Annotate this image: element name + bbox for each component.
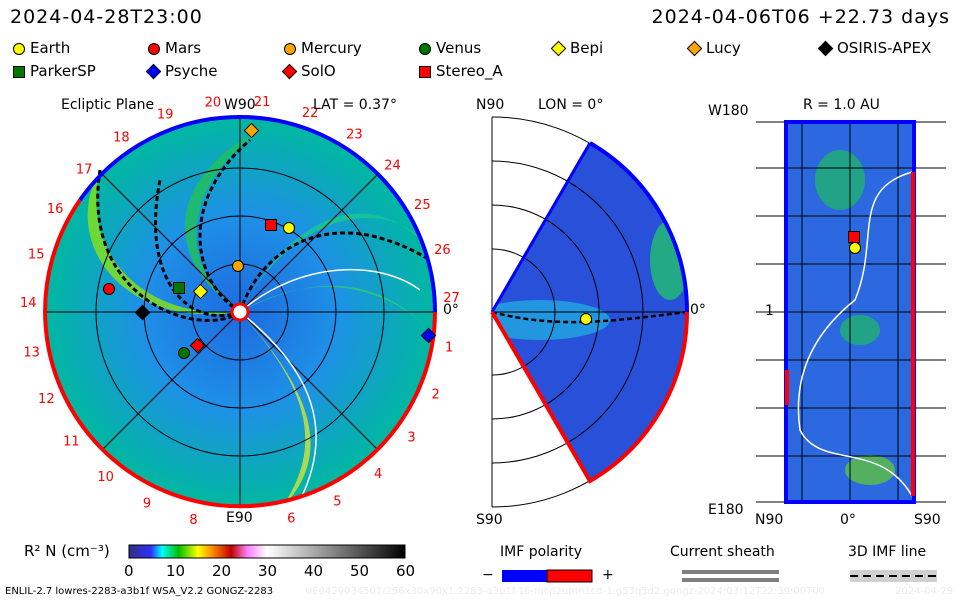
sector-label: 3 [407,431,415,446]
e180-label: E180 [708,502,744,518]
mercury-legend-icon [284,43,296,55]
legend-label: OSIRIS-APEX [837,39,932,57]
longitude-label: LON = 0° [538,97,604,113]
sector-label: 6 [287,512,295,527]
imf-polarity-title: IMF polarity [500,544,583,560]
imf-negative-swatch [502,570,547,582]
sector-label: 19 [157,108,174,123]
mercury-marker [232,260,244,272]
latitude-label: LAT = 0.37° [313,97,397,113]
w180-label: W180 [708,103,749,119]
n90-label: N90 [476,97,505,113]
sector-label: 17 [76,162,93,177]
current-sheath-title: Current sheath [670,544,775,560]
legend-label: Mars [165,39,202,57]
sector-label: 12 [38,392,55,407]
e90-label: E90 [226,510,253,526]
legend-label: Stereo_A [436,62,503,80]
current-time: 2024-04-28T23:00 [10,6,203,28]
ecliptic-title: Ecliptic Plane [61,97,155,113]
sector-label: 1 [445,340,453,355]
sector-label: 5 [333,494,341,509]
sector-label: 9 [143,497,151,512]
radius-label: R = 1.0 AU [803,97,880,113]
radial-xtick-s90: S90 [914,512,941,528]
legend-label: Venus [436,39,482,57]
sector-label: 20 [205,96,222,111]
sector-label: 27 [443,291,460,306]
radial-1-label: 1 [765,303,774,319]
meridional-0-label: 0° [690,302,706,318]
earth-marker-radial [849,242,861,254]
stereo-a-marker [265,219,277,231]
legend-label: ParkerSP [30,62,96,80]
meridional-panel [490,116,690,508]
venus-marker [178,347,190,359]
sector-label: 10 [97,470,114,485]
sector-label: 16 [47,202,64,217]
run-info: 2024-04-06T06 +22.73 days [651,6,950,28]
colorbar-tick: 50 [350,562,370,580]
ecliptic-0-label: 0° [443,302,459,318]
colorbar-tick: 20 [212,562,232,580]
legend-label: Bepi [570,39,604,57]
imf-line-title: 3D IMF line [848,544,927,560]
parkersp-legend-icon [13,66,25,78]
sector-label: 13 [23,345,40,360]
imf-plus: + [602,567,614,583]
sector-label: 2 [431,388,439,403]
colorbar-tick: 10 [166,562,186,580]
legend-label: Psyche [165,62,218,80]
legend-label: Lucy [706,39,741,57]
sector-label: 24 [384,159,401,174]
sector-label: 18 [113,130,130,145]
venus-legend-icon [419,43,431,55]
mars-marker [103,283,115,295]
sector-label: 25 [414,198,431,213]
colorbar-tick: 30 [258,562,278,580]
colorbar-tick: 0 [124,562,134,580]
legend-label: SolO [301,62,336,80]
footer-model: ENLIL-2.7 lowres-2283-a3b1f WSA_V2.2 GON… [5,586,274,597]
radial-xtick-0: 0° [840,512,856,528]
footer-date: 2024-04-29 [895,586,954,597]
earth-marker [283,222,295,234]
footer-run-id: UE0429034501/256x30x90x1.2283-a3b1f.16-m… [305,586,825,597]
radial-panel [756,120,946,504]
sector-label: 26 [434,243,451,258]
density-colorbar [128,544,406,559]
sector-label: 4 [374,467,382,482]
legend-label: Earth [30,39,71,57]
sector-label: 22 [302,106,319,121]
sheath-line-1 [682,570,779,574]
legend-label: Mercury [301,39,362,57]
earth-legend-icon [13,43,25,55]
colorbar-label: R² N (cm⁻³) [24,542,110,560]
sector-label: 8 [189,513,197,528]
colorbar-tick: 40 [304,562,324,580]
mars-legend-icon [148,43,160,55]
imf-positive-swatch [546,569,593,583]
s90-label: S90 [476,512,503,528]
parkersp-marker [173,282,185,294]
w90-label: W90 [224,97,256,113]
colorbar-tick: 60 [396,562,416,580]
sector-label: 15 [28,248,45,263]
sector-label: 14 [20,296,37,311]
earth-marker-meridional [580,313,592,325]
sector-label: 21 [254,95,271,110]
imf-minus: − [482,567,494,583]
radial-xtick-n90: N90 [755,512,784,528]
sector-label: 11 [63,435,80,450]
sector-label: 23 [346,128,363,143]
sheath-line-2 [682,578,779,582]
stereo-a-legend-icon [419,66,431,78]
